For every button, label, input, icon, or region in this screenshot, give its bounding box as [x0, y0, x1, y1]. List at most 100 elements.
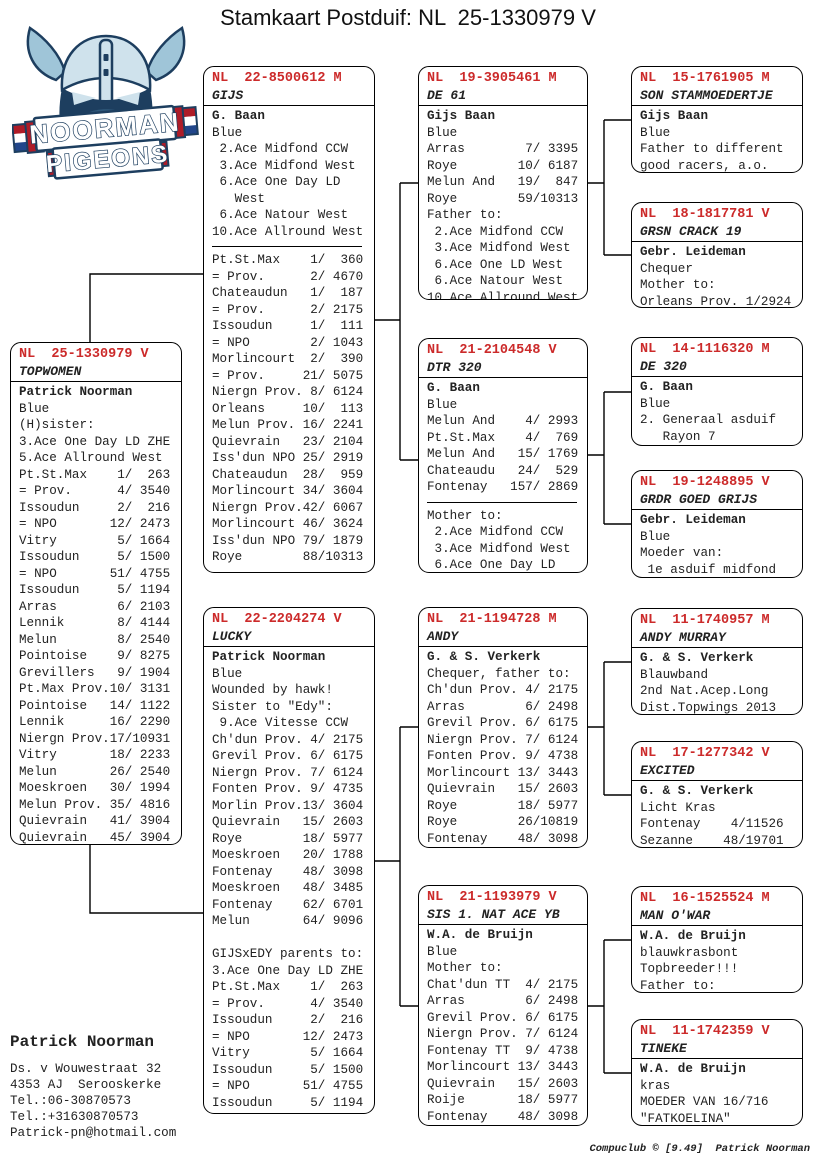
text-line: Niergn Prov.17/10931	[19, 731, 171, 746]
text-line: Niergn Prov. 7/ 6124	[427, 1027, 579, 1041]
text-line: Issoudun 5/ 1500	[19, 550, 171, 564]
text-line: Chateaudun 1/ 187	[212, 286, 364, 300]
pedigree-box-dam-dam-sire: NL 16-1525524 M MAN O'WAR W.A. de Bruijn…	[631, 886, 803, 993]
text-line: G. & S. Verkerk	[640, 651, 754, 665]
text-line: Issoudun 5/ 1500	[212, 1062, 364, 1077]
text-line: = Prov. 21/ 5075	[212, 368, 364, 383]
text-line: Quievrain 23/ 2104	[212, 434, 364, 449]
text-line: Melun Prov. 16/ 2241	[212, 418, 364, 432]
text-line: G. & S. Verkerk	[427, 650, 541, 664]
text-line: Melun And 19/ 847	[427, 175, 579, 189]
box-content: Gijs Baan Blue Arras 7/ 3395 Roye 10/ 6187 M…	[427, 108, 579, 300]
text-line: kras	[640, 1078, 671, 1093]
text-line: = NPO 51/ 4755	[212, 1079, 364, 1093]
text-line: Issoudun 5/ 1194	[212, 1095, 364, 1110]
header-divider	[204, 105, 374, 106]
box-content: G. & S. Verkerk Chequer, father to: Ch'dun…	[427, 649, 579, 847]
text-line: 3.Ace Midfond West	[427, 241, 571, 255]
text-line: Fonten Prov. 9/ 4735	[212, 782, 364, 796]
text-line: Tel.:+31630870573	[10, 1110, 139, 1124]
box-content: G. Baan Blue Melun And 4/ 2993 Pt.St.Max 4/…	[427, 380, 579, 572]
viking-horn-left-icon	[26, 26, 67, 82]
pedigree-box-sire-sire: NL 19-3905461 M DE 61 Gijs Baan Blue Arras…	[418, 66, 588, 300]
box-content: G. Baan Blue 2.Ace Midfond CCW 3.Ace Midf…	[212, 108, 366, 566]
text-line: Gijs Baan	[427, 109, 496, 123]
box-content: Gebr. Leideman Chequer Mother to: Orleans P…	[640, 244, 794, 308]
header-divider	[419, 105, 587, 106]
text-line: Gebr. Leideman	[640, 245, 746, 259]
owner-contact-block: Patrick Noorman Ds. v Wouwestraat 32 4353…	[10, 1032, 270, 1141]
header-divider	[632, 376, 802, 377]
text-line: Morlincourt 2/ 390	[212, 352, 364, 366]
ring-number: NL 19-3905461 M	[427, 71, 557, 86]
text-line: Arras 6/ 2498	[427, 699, 579, 714]
text-line: Chateaudun 28/ 959	[212, 467, 364, 482]
text-line: Tel.:06-30870573	[10, 1094, 131, 1108]
text-line: 6.Ace One Day LD	[427, 558, 556, 572]
box-content: W.A. de Bruijn kras MOEDER VAN 16/716 "FATK…	[640, 1061, 794, 1125]
header-divider	[632, 509, 802, 510]
text-line: Dist.Topwings 2013	[640, 700, 777, 715]
text-line: Roije 18/ 5977	[427, 1093, 579, 1107]
pigeon-name: ANDY MURRAY	[640, 630, 726, 645]
box-content: G. Baan Blue 2. Generaal asduif Rayon 7	[640, 379, 794, 445]
text-line: Issoudun 5/ 1194	[19, 583, 171, 597]
text-line: Melun 26/ 2540	[19, 764, 171, 779]
text-line: Patrick Noorman	[19, 385, 133, 399]
text-line: Niergn Prov. 7/ 6124	[212, 765, 364, 780]
text-line: Father to:	[427, 208, 503, 222]
text-line: Mother to:	[427, 961, 503, 975]
text-line: Blue	[427, 944, 458, 959]
text-line: Gebr. Leideman	[640, 513, 746, 527]
text-line: Chequer	[640, 261, 693, 276]
text-line: = Prov. 2/ 4670	[212, 269, 364, 284]
text-line: Grevil Prov. 6/ 6175	[427, 1010, 579, 1025]
text-line: Blauwband	[640, 667, 709, 682]
text-line: Topbreeder!!!	[640, 962, 739, 976]
text-line: Mother to:	[427, 508, 503, 523]
pigeon-name: GRSN CRACK 19	[640, 224, 742, 239]
text-line: 10.Ace Allround West	[212, 224, 364, 239]
text-line: Grevillers 9/ 1904	[19, 665, 171, 680]
text-line: Morlincourt 13/ 3443	[427, 1060, 579, 1074]
text-line: = NPO 12/ 2473	[19, 517, 171, 531]
text-line: Fonten Prov. 9/ 4738	[427, 749, 579, 763]
pigeon-name: DTR 320	[427, 360, 482, 375]
text-line: 3.Ace One Day LD ZHE	[212, 963, 364, 978]
text-line: 6.Ace Natour West	[427, 274, 564, 288]
text-line: Blue	[427, 397, 458, 412]
pigeon-name: GRDR GOED GRIJS	[640, 492, 758, 507]
text-line: Roye 18/ 5977	[427, 798, 579, 813]
ring-number: NL 21-1193979 V	[427, 890, 557, 905]
owner-contact-lines: Ds. v Wouwestraat 32 4353 AJ Serooskerke T…	[10, 1061, 270, 1141]
text-line: 10.Ace Allround West	[427, 290, 579, 300]
text-line: = Prov. 4/ 3540	[19, 484, 171, 498]
text-line: Melun And 15/ 1769	[427, 447, 579, 461]
text-line: Patrick-pn@hotmail.com	[10, 1126, 177, 1140]
text-line: Vitry 5/ 1664	[19, 533, 171, 548]
text-line: Sister to "Edy":	[212, 699, 333, 714]
text-line: = NPO 12/ 2473	[212, 1029, 364, 1044]
pigeon-name: SON STAMMOEDERTJE	[640, 88, 773, 103]
text-line: 6.Ace One Day LD	[212, 175, 341, 189]
text-line: Blue	[640, 529, 671, 544]
text-line: Roye 10/ 6187	[427, 158, 579, 173]
text-line: Quievrain 15/ 2603	[212, 815, 364, 829]
text-line: Orleans Prov. 1/2924	[640, 294, 792, 308]
text-line: 2.Ace Midfond CCW	[427, 525, 564, 539]
text-line: Arras 7/ 3395	[427, 142, 579, 156]
text-line: Melun 8/ 2540	[19, 632, 171, 647]
text-line: Fontenay 157/ 2869	[427, 480, 579, 494]
text-line: G. Baan	[212, 109, 265, 123]
text-line: = Prov. 2/ 2175	[212, 302, 364, 317]
text-line: Mother to:	[640, 278, 716, 292]
pedigree-box-dam: NL 22-2204274 V LUCKY Patrick Noorman Blu…	[203, 607, 375, 1114]
text-line: = NPO 2/ 1043	[212, 335, 364, 350]
pigeon-name: TINEKE	[640, 1041, 687, 1056]
text-line: Fontenay 48/ 3098	[212, 864, 364, 879]
text-line: Issoudun 2/ 216	[212, 1013, 364, 1027]
text-line: Melun Prov. 35/ 4816	[19, 797, 171, 812]
pedigree-box-sire-dam: NL 21-2104548 V DTR 320 G. Baan Blue Melun…	[418, 338, 588, 573]
text-line: Roye 59/10313	[427, 191, 579, 206]
box-content: Gebr. Leideman Blue Moeder van: 1e asduif …	[640, 512, 794, 577]
